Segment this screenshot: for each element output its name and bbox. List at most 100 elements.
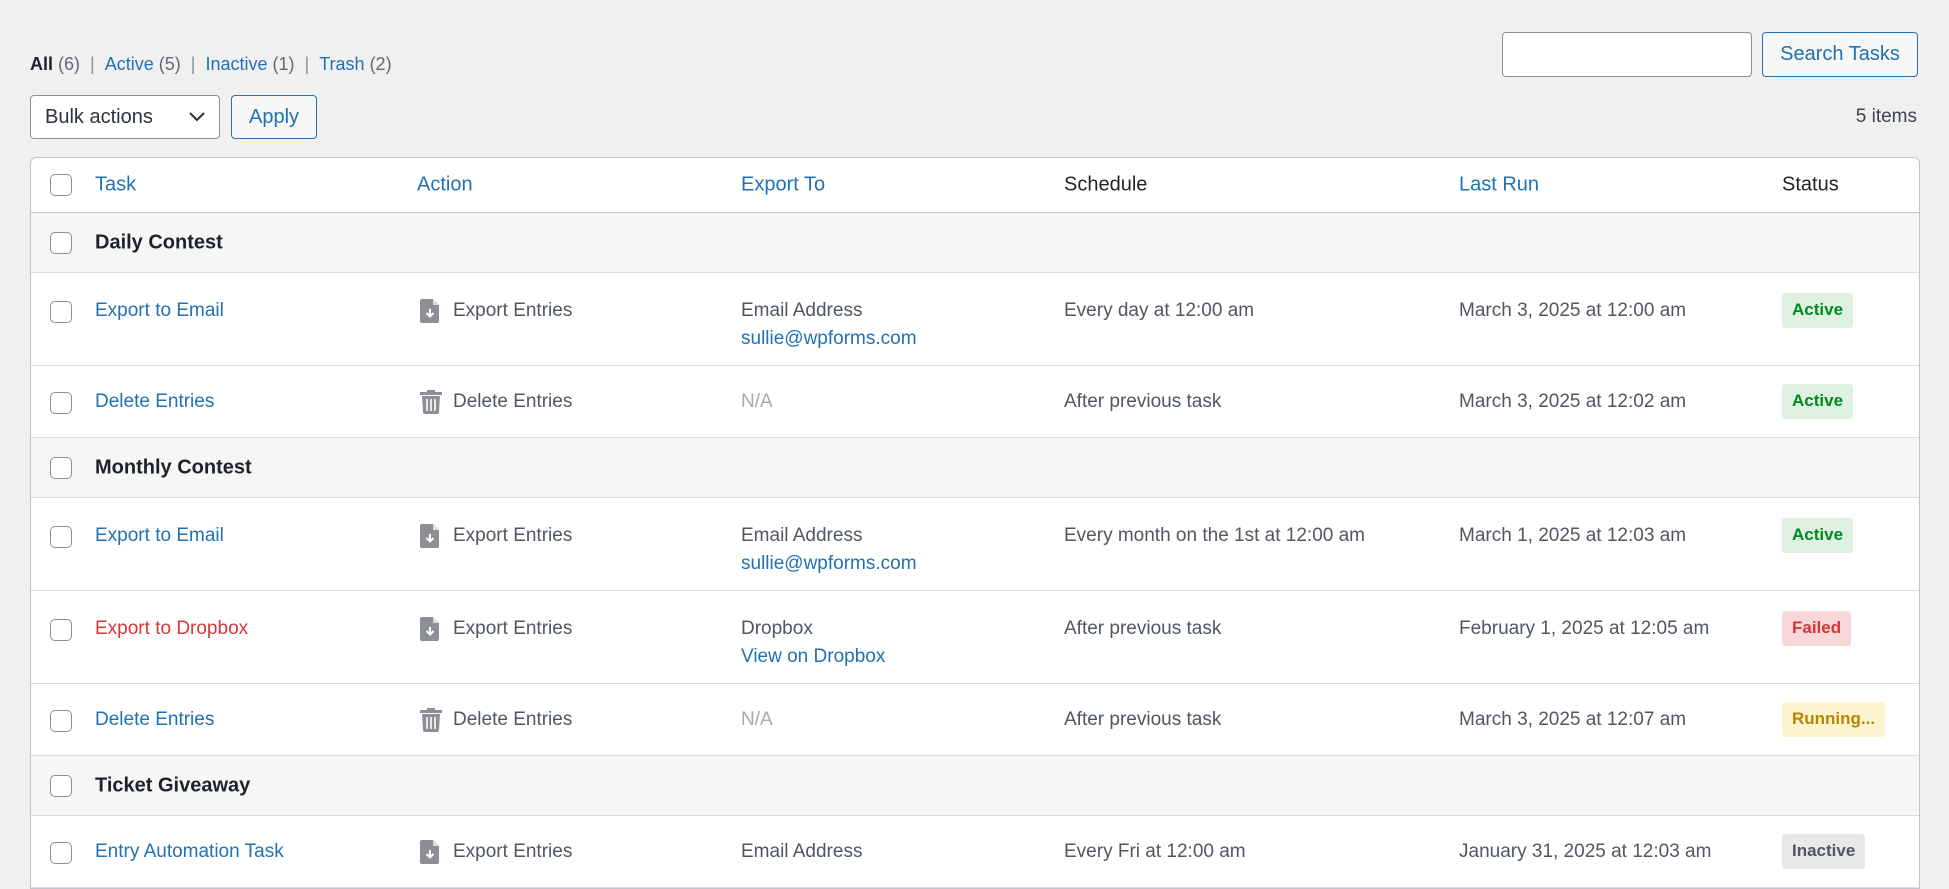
table-row: Export to Email Export Entries Email Addre…	[31, 273, 1919, 366]
row-checkbox[interactable]	[50, 619, 72, 641]
bulk-actions-value: Bulk actions	[45, 105, 153, 128]
last-run: March 3, 2025 at 12:07 am	[1459, 709, 1687, 730]
column-task[interactable]: Task	[95, 173, 137, 196]
schedule: After previous task	[1064, 618, 1222, 639]
row-checkbox[interactable]	[50, 526, 72, 548]
table-row: Delete Entries Delete Entries N/A After pre…	[31, 684, 1919, 756]
export-link[interactable]: sullie@wpforms.com	[741, 552, 917, 574]
status-badge: Inactive	[1782, 834, 1866, 869]
filter-separator: |	[190, 54, 196, 74]
action-label: Delete Entries	[453, 709, 573, 730]
action-label: Export Entries	[453, 300, 573, 321]
export-destination: Email Address	[741, 300, 863, 321]
task-link[interactable]: Export to Dropbox	[95, 618, 249, 639]
row-checkbox[interactable]	[50, 842, 72, 864]
status-cell: Running...	[1782, 702, 1886, 737]
task-link[interactable]: Entry Automation Task	[95, 841, 284, 862]
task-link[interactable]: Delete Entries	[95, 391, 215, 412]
search-input[interactable]	[1502, 32, 1752, 77]
task-link[interactable]: Delete Entries	[95, 709, 215, 730]
export-to: Email Address sullie@wpforms.com	[741, 297, 917, 352]
task-link[interactable]: Export to Email	[95, 300, 224, 321]
file-download-icon	[420, 617, 440, 641]
export-link[interactable]: View on Dropbox	[741, 645, 886, 667]
last-run: March 1, 2025 at 12:03 am	[1459, 525, 1687, 546]
tasks-table: Task Action Export To Schedule Last Run …	[30, 157, 1920, 889]
status-badge: Failed	[1782, 611, 1852, 646]
column-status: Status	[1782, 173, 1839, 196]
export-to: Dropbox View on Dropbox	[741, 615, 885, 670]
search-tasks-button[interactable]: Search Tasks	[1762, 32, 1918, 77]
chevron-down-icon	[189, 112, 205, 122]
action-label: Export Entries	[453, 618, 573, 639]
column-export-to[interactable]: Export To	[741, 173, 826, 196]
table-row: Export to Email Export Entries Email Addre…	[31, 498, 1919, 591]
row-checkbox[interactable]	[50, 456, 72, 479]
filter-inactive[interactable]: Inactive	[205, 54, 268, 74]
table-row: Delete Entries Delete Entries N/A After pre…	[31, 366, 1919, 438]
status-cell: Inactive	[1782, 834, 1866, 869]
file-download-icon	[420, 524, 440, 548]
export-destination: N/A	[741, 709, 773, 730]
filter-count: (5)	[158, 54, 181, 74]
filter-all[interactable]: All	[30, 54, 54, 74]
row-checkbox[interactable]	[50, 774, 72, 797]
action-label: Export Entries	[453, 841, 573, 862]
schedule: Every day at 12:00 am	[1064, 300, 1255, 321]
row-checkbox[interactable]	[50, 710, 72, 732]
file-download-icon	[420, 299, 440, 323]
filter-active[interactable]: Active	[104, 54, 154, 74]
schedule: After previous task	[1064, 391, 1222, 412]
status-badge: Active	[1782, 518, 1854, 553]
table-row: Entry Automation Task Export Entries Email…	[31, 816, 1919, 888]
status-badge: Active	[1782, 384, 1854, 419]
filter-separator: |	[304, 54, 310, 74]
export-to: Email Address	[741, 838, 862, 866]
status-filter-links: All (6) | Active (5) | Inactive (1) | Trash (2…	[30, 54, 392, 75]
status-badge: Active	[1782, 293, 1854, 328]
schedule: Every Fri at 12:00 am	[1064, 841, 1246, 862]
row-checkbox[interactable]	[50, 231, 72, 254]
status-cell: Active	[1782, 518, 1854, 553]
status-cell: Active	[1782, 293, 1854, 328]
export-destination: Email Address	[741, 525, 863, 546]
export-link[interactable]: sullie@wpforms.com	[741, 327, 917, 349]
row-checkbox[interactable]	[50, 392, 72, 414]
file-download-icon	[420, 840, 440, 864]
row-checkbox[interactable]	[50, 301, 72, 323]
export-to: N/A	[741, 706, 773, 734]
export-destination: N/A	[741, 391, 773, 412]
items-count: 5 items	[1855, 106, 1917, 127]
column-last-run[interactable]: Last Run	[1459, 173, 1540, 196]
trash-icon	[420, 708, 442, 732]
bulk-actions-select[interactable]: Bulk actions	[30, 95, 220, 139]
export-destination: Dropbox	[741, 618, 813, 639]
status-cell: Active	[1782, 384, 1854, 419]
select-all-checkbox[interactable]	[50, 174, 72, 196]
group-row: Daily Contest	[31, 213, 1919, 273]
status-badge: Running...	[1782, 702, 1886, 737]
group-row: Monthly Contest	[31, 438, 1919, 498]
apply-button[interactable]: Apply	[231, 95, 317, 139]
trash-icon	[420, 390, 442, 414]
action-label: Export Entries	[453, 525, 573, 546]
last-run: February 1, 2025 at 12:05 am	[1459, 618, 1710, 639]
status-cell: Failed	[1782, 611, 1852, 646]
action-label: Delete Entries	[453, 391, 573, 412]
export-to: Email Address sullie@wpforms.com	[741, 522, 917, 577]
group-name: Monthly Contest	[95, 456, 252, 478]
schedule: Every month on the 1st at 12:00 am	[1064, 525, 1366, 546]
group-row: Ticket Giveaway	[31, 756, 1919, 816]
export-destination: Email Address	[741, 841, 863, 862]
table-row: Export to Dropbox Export Entries Dropbox Vi…	[31, 591, 1919, 684]
export-to: N/A	[741, 388, 773, 416]
filter-trash[interactable]: Trash	[319, 54, 365, 74]
last-run: January 31, 2025 at 12:03 am	[1459, 841, 1712, 862]
filter-count: (1)	[272, 54, 295, 74]
task-link[interactable]: Export to Email	[95, 525, 224, 546]
column-action[interactable]: Action	[417, 173, 473, 196]
last-run: March 3, 2025 at 12:02 am	[1459, 391, 1687, 412]
last-run: March 3, 2025 at 12:00 am	[1459, 300, 1687, 321]
group-name: Ticket Giveaway	[95, 774, 251, 796]
filter-count: (2)	[369, 54, 392, 74]
